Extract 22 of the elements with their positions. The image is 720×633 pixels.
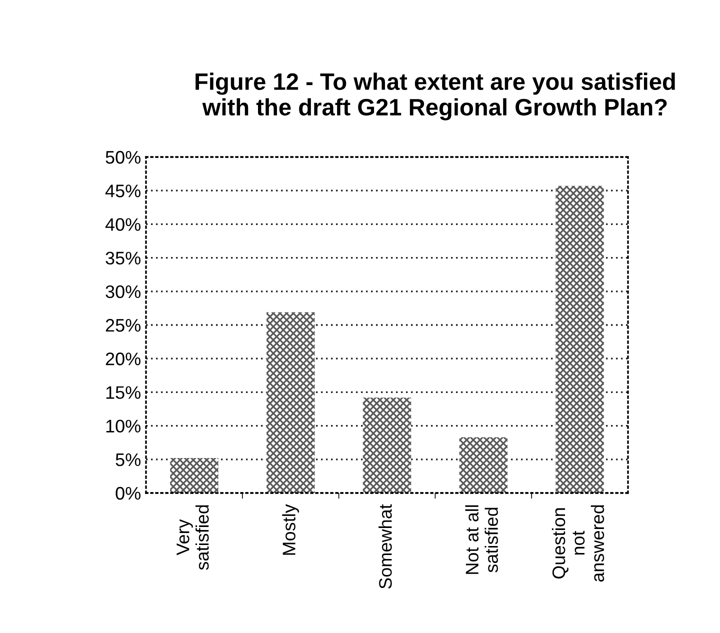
y-tick-label: 10% — [106, 420, 140, 433]
y-tick-label: 30% — [106, 285, 140, 298]
y-tick-label: 20% — [106, 352, 140, 366]
y-tick-label: 50% — [106, 150, 140, 164]
x-tick-label: Somewhat — [378, 504, 392, 589]
y-tick-label: 15% — [106, 386, 140, 399]
bar — [266, 312, 315, 493]
x-tick-label: Not at all satisfied — [465, 505, 498, 574]
x-tick-label: Very satisfied — [176, 505, 209, 570]
y-tick-label: 45% — [105, 184, 140, 198]
y-tick-label: 35% — [106, 252, 140, 265]
y-tick-label: 25% — [106, 318, 140, 332]
bar — [556, 186, 604, 493]
bar — [170, 458, 218, 493]
x-tick-label: Mostly — [282, 504, 300, 555]
bar — [362, 398, 412, 493]
bar — [459, 437, 508, 493]
chart-title: Figure 12 - To what extent are you satisfied with the draft G21 Regional Growth Plan? — [196, 72, 675, 120]
x-tick-label: Question not answered — [552, 505, 604, 582]
y-tick-label: 0% — [116, 486, 140, 500]
y-tick-label: 5% — [116, 453, 140, 466]
y-tick-label: 40% — [105, 218, 140, 231]
